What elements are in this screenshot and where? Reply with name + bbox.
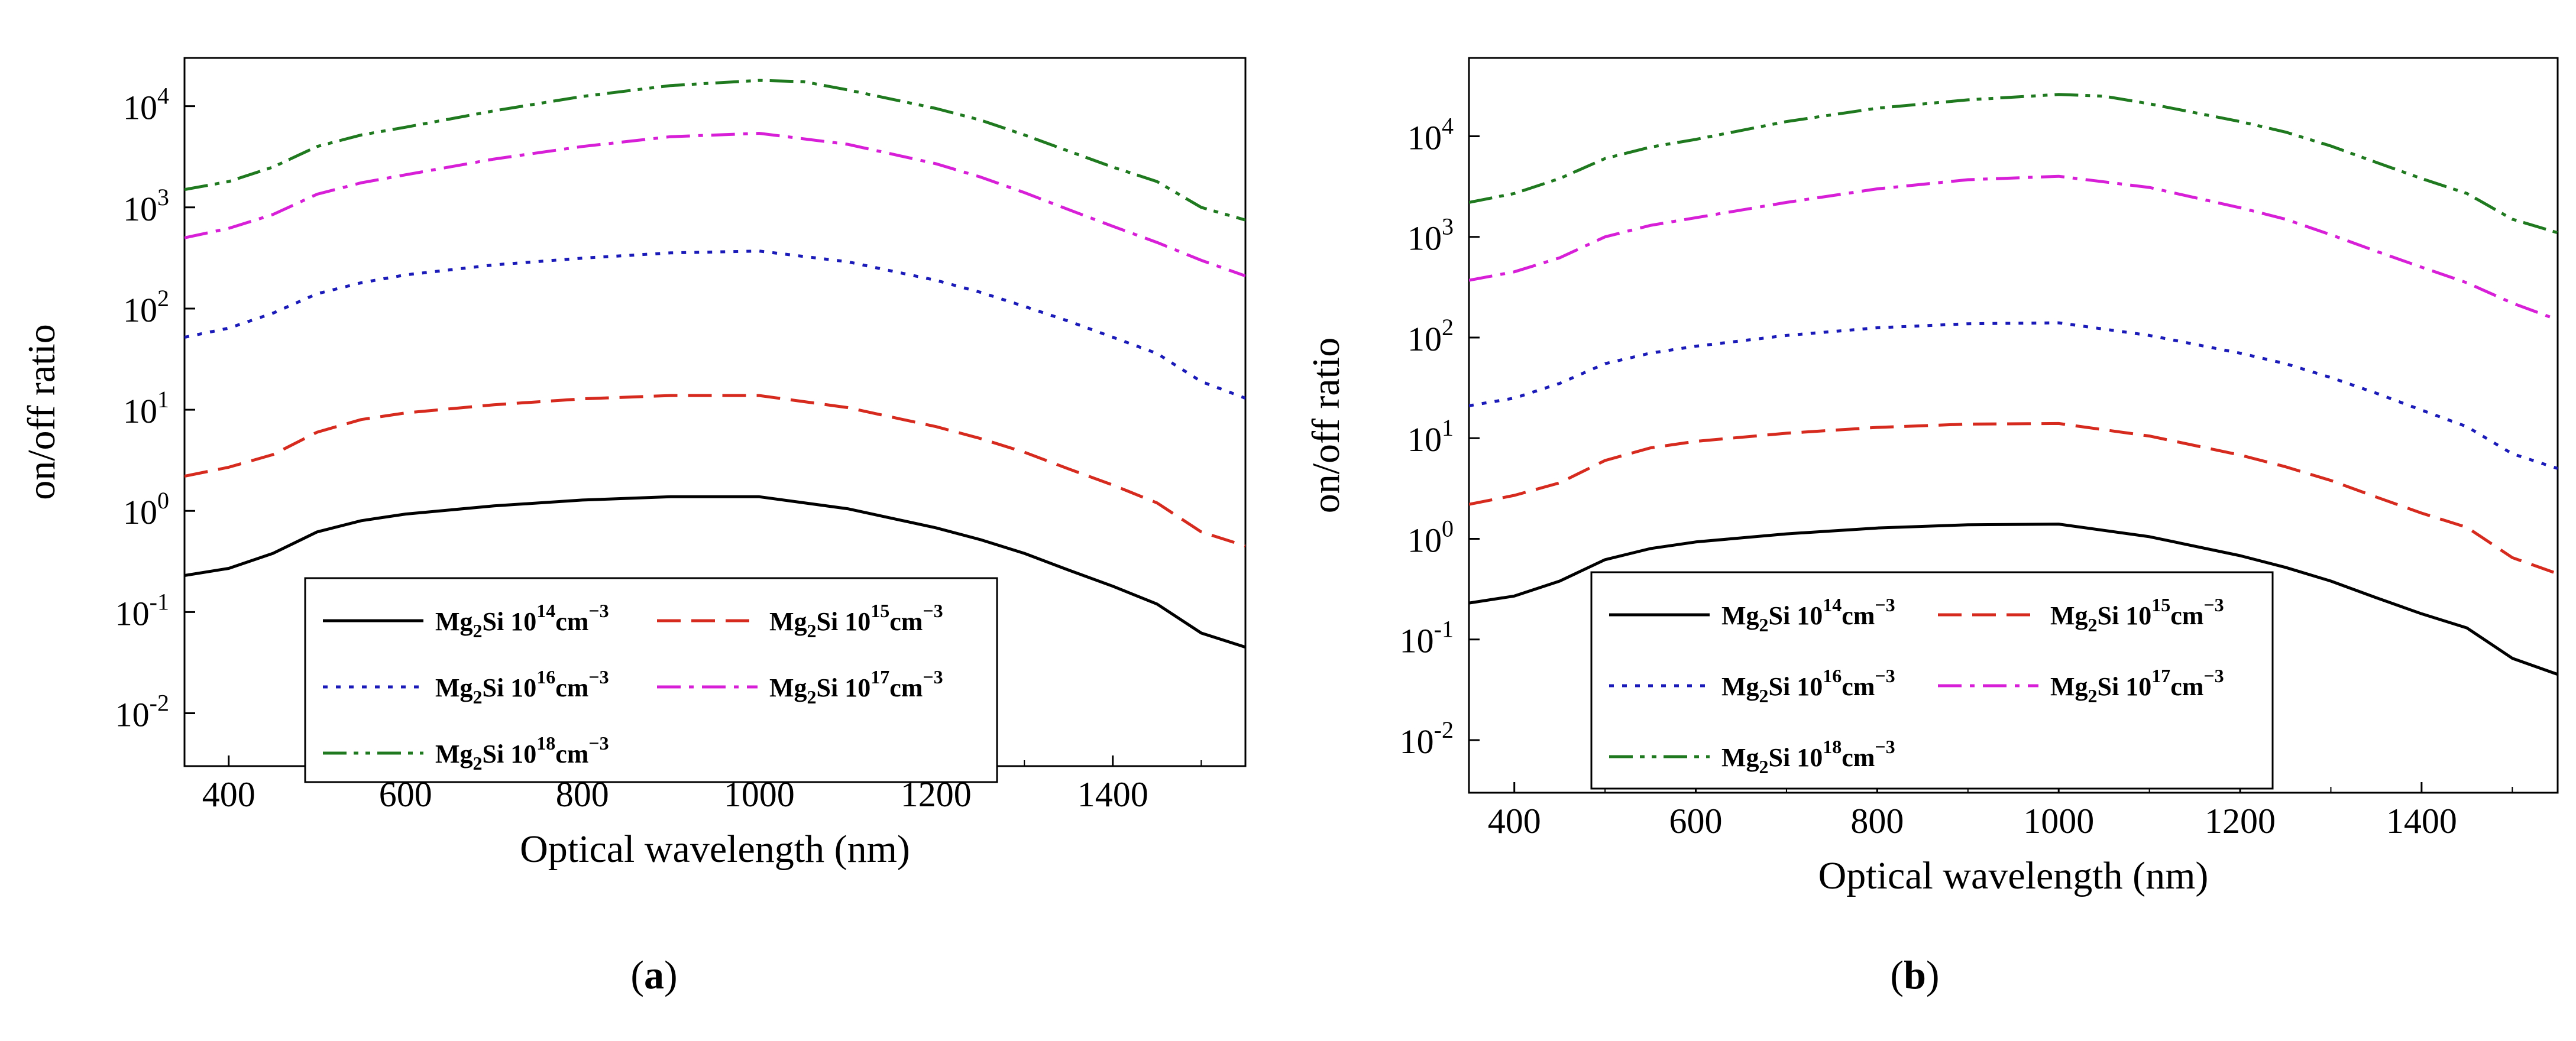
y-tick-label: 102 xyxy=(1407,314,1454,358)
panel-label: (a) xyxy=(630,952,677,997)
legend-label: Mg2Si 1014cm−3 xyxy=(1721,594,1895,635)
legend-label: Mg2Si 1016cm−3 xyxy=(1721,665,1895,706)
x-tick-label: 1000 xyxy=(2023,802,2094,841)
y-axis-title: on/off ratio xyxy=(1305,338,1348,514)
series-line xyxy=(185,495,1245,649)
y-tick-label: 103 xyxy=(1407,213,1454,258)
x-tick-label: 800 xyxy=(1850,802,1904,841)
y-tick-label: 103 xyxy=(123,184,169,228)
x-tick-label: 400 xyxy=(202,775,255,814)
y-axis-title: on/off ratio xyxy=(20,324,63,500)
x-axis-title: Optical wavelength (nm) xyxy=(520,828,910,871)
x-tick-label: 1400 xyxy=(2386,802,2457,841)
x-tick-label: 1400 xyxy=(1077,775,1148,814)
y-tick-label: 10-2 xyxy=(115,690,169,734)
legend-label: Mg2Si 1018cm−3 xyxy=(435,732,609,774)
legend: Mg2Si 1014cm−3 Mg2Si 1015cm−3 Mg2Si 1016cm… xyxy=(1590,571,2274,790)
x-tick-label: 600 xyxy=(1669,802,1723,841)
legend-label: Mg2Si 1015cm−3 xyxy=(769,600,943,641)
series-line xyxy=(1469,421,2558,575)
series-line xyxy=(185,132,1245,278)
y-tick-label: 101 xyxy=(123,386,169,430)
y-tick-label: 101 xyxy=(1407,414,1454,459)
legend-box xyxy=(304,577,998,783)
series-line xyxy=(1469,174,2558,322)
legend-box xyxy=(1590,571,2274,790)
y-tick-label: 10-1 xyxy=(115,588,169,633)
x-axis-title: Optical wavelength (nm) xyxy=(1818,854,2209,897)
series-line xyxy=(1469,523,2558,676)
y-tick-label: 104 xyxy=(123,83,169,127)
y-tick-label: 10-2 xyxy=(1400,716,1454,761)
legend-label: Mg2Si 1014cm−3 xyxy=(435,600,609,641)
legend: Mg2Si 1014cm−3 Mg2Si 1015cm−3 Mg2Si 1016cm… xyxy=(304,577,998,783)
legend-label: Mg2Si 1017cm−3 xyxy=(2050,665,2224,706)
legend-label: Mg2Si 1017cm−3 xyxy=(769,666,943,708)
series-line xyxy=(1469,93,2558,235)
panel-label: (b) xyxy=(1890,952,1939,997)
y-tick-label: 10-1 xyxy=(1400,616,1454,660)
series-line xyxy=(185,249,1245,400)
y-tick-label: 104 xyxy=(1407,112,1454,157)
legend-label: Mg2Si 1015cm−3 xyxy=(2050,594,2224,635)
legend-label: Mg2Si 1018cm−3 xyxy=(1721,736,1895,777)
series-line xyxy=(185,79,1245,222)
x-tick-label: 1200 xyxy=(2205,802,2276,841)
series-line xyxy=(185,394,1245,547)
plot-frame xyxy=(1468,57,2559,794)
x-tick-label: 400 xyxy=(1488,802,1541,841)
series-line xyxy=(1469,321,2558,470)
y-tick-label: 100 xyxy=(1407,515,1454,559)
chart-panel-a: 400 600 800 1000 1200 140010-210-110010110210… xyxy=(20,57,1247,997)
legend-label: Mg2Si 1016cm−3 xyxy=(435,666,609,708)
y-tick-label: 100 xyxy=(123,487,169,531)
y-tick-label: 102 xyxy=(123,285,169,329)
chart-panel-b: 400 600 800 1000 1200 1400 10-2 10-1 100 101 102 10… xyxy=(1305,57,2559,997)
